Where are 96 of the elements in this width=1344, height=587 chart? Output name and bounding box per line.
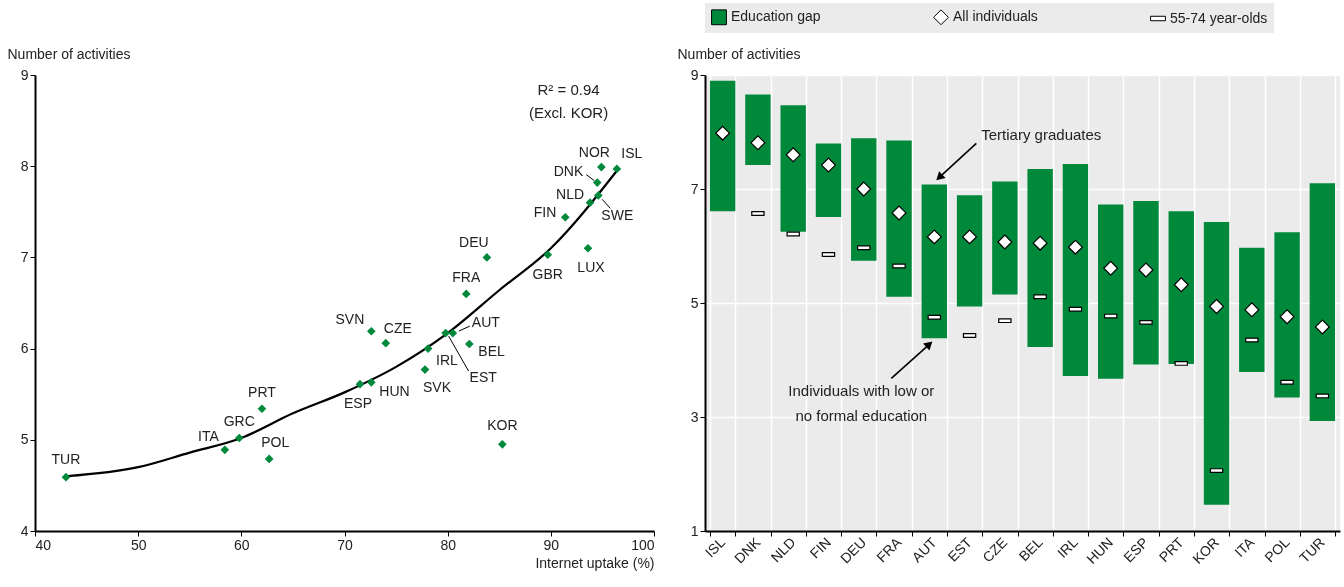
bar — [815, 143, 842, 217]
y-tick-label: 8 — [20, 157, 29, 174]
bar — [956, 195, 983, 307]
annotation: NLD — [556, 185, 585, 202]
y-tick-label: 9 — [690, 66, 699, 83]
bar — [745, 94, 771, 166]
x-tick-label: 60 — [234, 536, 250, 553]
point — [715, 125, 731, 141]
x-tick-label: 100 — [631, 536, 655, 553]
y-tick-label: 7 — [690, 180, 699, 197]
bar — [1097, 204, 1124, 379]
annotation: SVN — [335, 311, 365, 328]
x-tick-label: 70 — [337, 536, 353, 553]
point — [820, 157, 836, 173]
x-tick-label: ITA — [1231, 533, 1258, 561]
annotation: ISL — [621, 144, 643, 161]
bar — [851, 138, 877, 261]
x-tick-label: ISL — [701, 533, 729, 561]
point — [1209, 298, 1225, 314]
point — [856, 181, 872, 197]
legend-label: Education gap — [731, 8, 821, 25]
bar — [921, 184, 948, 339]
annotation: SVK — [422, 378, 452, 395]
annotation: KOR — [487, 417, 518, 434]
y-axis-title: Number of activities — [7, 45, 131, 62]
bar — [886, 140, 912, 297]
y-tick-label: 9 — [20, 66, 29, 83]
bar — [780, 105, 806, 232]
point — [962, 229, 978, 245]
x-tick-label: FIN — [806, 534, 834, 562]
y-tick-label: 1 — [690, 522, 699, 539]
y-tick-label: 3 — [690, 408, 699, 425]
annotation: FRA — [452, 268, 481, 285]
annotation: DNK — [553, 162, 584, 179]
x-tick-label: BEL — [1015, 533, 1046, 565]
annotation: R² = 0.94 — [537, 81, 600, 98]
point — [1067, 239, 1083, 255]
y-tick-label: 7 — [20, 248, 29, 265]
point — [1244, 302, 1260, 318]
legend-label: 55-74 year-olds — [1170, 9, 1268, 26]
y-tick-label: 4 — [20, 522, 29, 539]
annotation: Tertiary graduates — [981, 126, 1102, 144]
bar — [1027, 169, 1053, 347]
annotation: POL — [261, 433, 290, 450]
x-tick-label: 90 — [543, 536, 560, 553]
point — [997, 234, 1013, 250]
y-axis-title: Number of activities — [677, 45, 801, 62]
bar — [709, 80, 736, 212]
annotation: LUX — [577, 259, 606, 276]
bar — [1133, 200, 1159, 365]
annotation: PRT — [248, 383, 277, 400]
annotation: Individuals with low or no formal education — [788, 382, 935, 425]
point — [891, 205, 907, 221]
point — [750, 135, 766, 151]
annotation: IRL — [436, 351, 459, 368]
point — [1032, 235, 1048, 251]
annotation: HUN — [379, 383, 410, 400]
annotation: GBR — [532, 265, 563, 282]
annotation: GRC — [223, 412, 255, 429]
bar — [1309, 183, 1336, 421]
bar — [1274, 232, 1300, 398]
annotation: CZE — [383, 320, 412, 337]
bar — [1203, 222, 1230, 505]
x-tick-label: 40 — [35, 536, 52, 553]
bar — [1168, 211, 1194, 364]
annotation: TUR — [51, 451, 81, 468]
bar — [992, 181, 1018, 295]
x-tick-label: 50 — [130, 536, 147, 553]
annotation: (Excl. KOR) — [528, 104, 609, 121]
y-tick-label: 5 — [690, 294, 699, 311]
annotation: ITA — [198, 427, 220, 444]
x-axis-title: Internet uptake (%) — [535, 554, 655, 571]
annotation: NOR — [578, 144, 610, 161]
x-tick-label: POL — [1261, 533, 1293, 566]
annotation: ESP — [343, 395, 372, 412]
bar — [1239, 247, 1265, 372]
x-tick-label: TUR — [1296, 534, 1328, 566]
point — [1173, 277, 1189, 293]
point — [785, 147, 801, 163]
annotation: FIN — [533, 204, 557, 221]
y-tick-label: 5 — [20, 431, 29, 448]
point — [1138, 262, 1154, 278]
annotation: DEU — [459, 234, 489, 251]
bar — [1062, 163, 1089, 376]
x-tick-label: IRL — [1054, 533, 1082, 561]
annotation: BEL — [478, 343, 506, 360]
point — [926, 229, 942, 245]
annotation: EST — [469, 369, 498, 386]
point — [1314, 319, 1330, 335]
annotation: AUT — [471, 314, 501, 331]
legend-label: All individuals — [953, 8, 1038, 25]
point — [1103, 260, 1119, 276]
y-tick-label: 6 — [20, 340, 29, 357]
x-tick-label: 80 — [440, 536, 457, 553]
annotation: SWE — [601, 207, 634, 224]
point — [1279, 309, 1295, 325]
